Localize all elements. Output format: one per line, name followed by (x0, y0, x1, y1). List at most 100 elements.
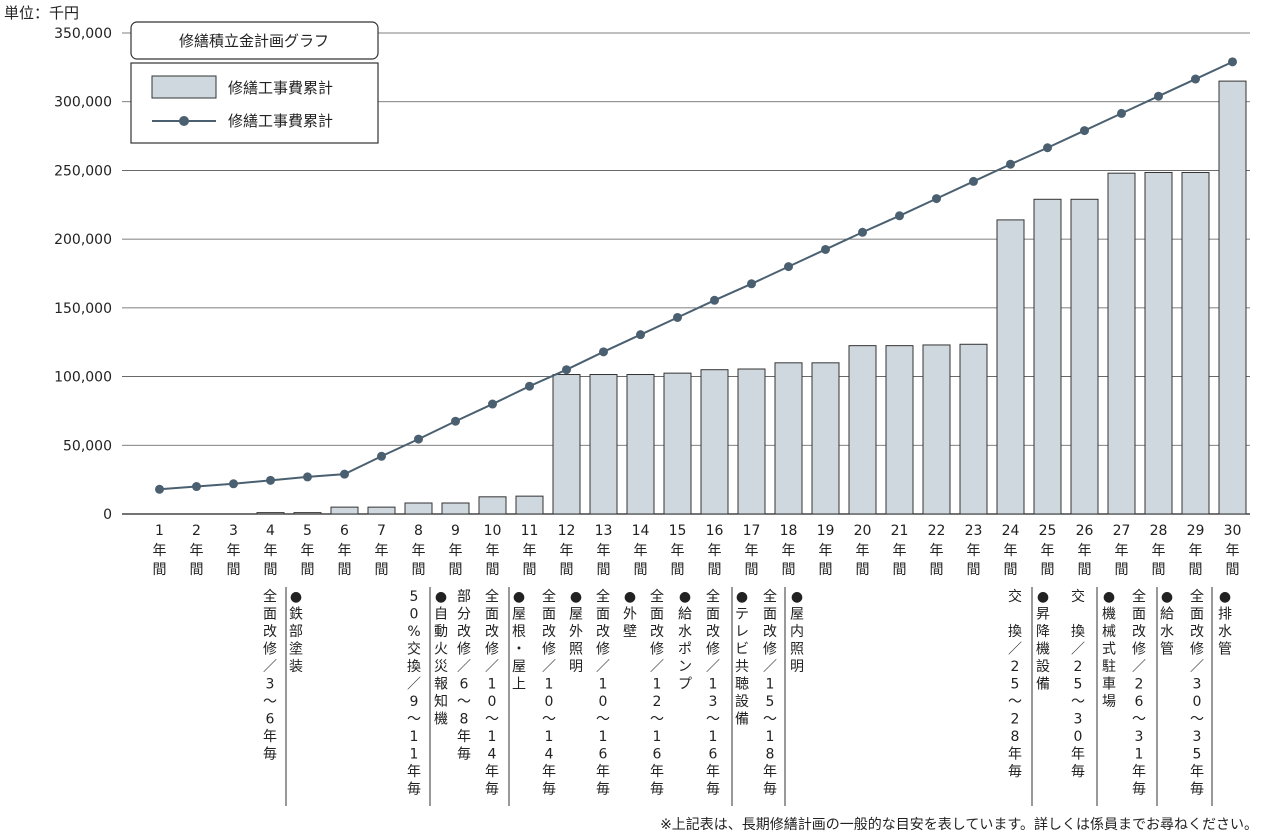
annotation-char: 壁 (623, 624, 637, 640)
annotation-char: 備 (735, 712, 749, 728)
x-tick-label: 間 (560, 562, 574, 578)
annotation-char: 降 (1036, 624, 1050, 640)
bar (737, 368, 766, 515)
annotation-char: 備 (1036, 677, 1050, 693)
x-tick-label: 間 (967, 562, 981, 578)
annotation-char: ● (624, 589, 636, 605)
annotation-char: 年 (706, 764, 720, 780)
annotation-char: 〜 (650, 712, 664, 728)
y-tick-label: 0 (103, 507, 112, 523)
x-tick-label: 間 (1078, 562, 1092, 578)
annotation-char: 0 (1074, 729, 1083, 745)
x-tick-label: 間 (1041, 562, 1055, 578)
legend-line-marker (179, 116, 189, 126)
annotation-char: ・ (512, 642, 526, 658)
annotation-char: 毎 (1071, 764, 1085, 780)
annotation-char: 毎 (542, 782, 556, 798)
annotation-char: 0 (545, 694, 554, 710)
annotation-char: 年 (1071, 747, 1085, 763)
annotation-char: 〜 (596, 712, 610, 728)
annotation-char: 〜 (706, 712, 720, 728)
annotation-char: 改 (485, 624, 499, 640)
annotation-char: 年 (650, 764, 664, 780)
x-tick-label: 7 (377, 523, 386, 539)
bar (1144, 171, 1173, 515)
x-tick-label: 年 (1152, 543, 1166, 559)
annotation-char: 屋 (512, 607, 526, 623)
annotation-char: 3 (1135, 729, 1144, 745)
legend-line-label: 修繕工事費累計 (228, 112, 333, 130)
chart-legend: 修繕積立金計画グラフ 修繕工事費累計 修繕工事費累計 (130, 21, 379, 144)
annotation-char: 1 (766, 677, 775, 693)
line-point (969, 176, 978, 186)
annotation-char: 面 (1132, 607, 1146, 623)
annotation-char: 5 (766, 694, 775, 710)
annotation-char (1008, 607, 1022, 623)
y-tick-label: 100,000 (54, 370, 112, 386)
annotation-char: 屋 (512, 659, 526, 675)
annotation-char: 排 (1218, 607, 1232, 623)
bar (330, 506, 359, 515)
x-tick-label: 間 (1004, 562, 1018, 578)
bar (515, 495, 544, 515)
annotation-char: 駐 (1102, 659, 1116, 675)
legend-bar-label: 修繕工事費累計 (228, 79, 333, 97)
annotation-char: 面 (650, 607, 664, 623)
x-tick-label: 年 (486, 543, 500, 559)
y-tick-label: 150,000 (54, 301, 112, 317)
annotation-char: 修 (263, 642, 277, 658)
chart-title-box (130, 21, 379, 60)
annotation-char: % (407, 624, 420, 640)
annotation-char: 改 (706, 624, 720, 640)
annotation-char: 5 (1193, 747, 1202, 763)
annotation-char: 機 (434, 712, 448, 728)
bar (959, 343, 988, 515)
annotation-char: 1 (709, 729, 718, 745)
line-point (562, 365, 571, 375)
annotation-char: 機 (1102, 607, 1116, 623)
bar (996, 219, 1025, 515)
annotation-char: 全 (706, 588, 720, 605)
annotation-char: 全 (263, 588, 277, 605)
x-tick-label: 間 (1152, 562, 1166, 578)
annotation-char: ビ (735, 642, 749, 658)
annotation-char: 聴 (735, 677, 749, 693)
line-point (673, 312, 682, 322)
x-tick-label: 年 (967, 543, 981, 559)
annotation-char: ● (513, 589, 525, 605)
x-tick-label: 年 (153, 543, 167, 559)
annotation-char: ● (1219, 589, 1231, 605)
annotation-char: 6 (266, 712, 275, 728)
annotation-char: 1 (488, 677, 497, 693)
x-tick-label: 間 (190, 562, 204, 578)
x-tick-label: 17 (743, 523, 761, 539)
line-point (747, 279, 756, 289)
bar (626, 374, 655, 515)
annotation-char: 8 (1011, 729, 1020, 745)
annotation-char: 修 (457, 642, 471, 658)
annotation-char: 知 (434, 693, 448, 710)
annotation-char: 屋 (569, 607, 583, 623)
x-tick-label: 年 (1189, 543, 1203, 559)
bar (478, 496, 507, 515)
bar (885, 345, 914, 515)
line-point (895, 211, 904, 221)
annotation-char: 6 (1135, 694, 1144, 710)
annotation-char: 2 (1011, 659, 1020, 675)
annotation-char: 水 (678, 624, 692, 640)
y-tick-label: 200,000 (54, 232, 112, 248)
x-tick-label: 30 (1224, 523, 1242, 539)
annotation-char: 照 (790, 642, 804, 658)
x-tick-label: 28 (1150, 523, 1168, 539)
x-tick-label: 間 (782, 562, 796, 578)
annotation-char: ● (1161, 589, 1173, 605)
annotation-char: 水 (1160, 624, 1174, 640)
annotation-char: 上 (512, 677, 526, 693)
annotation-char: 年 (457, 729, 471, 745)
bar (774, 362, 803, 515)
x-tick-label: 4 (266, 523, 275, 539)
x-tick-label: 29 (1187, 523, 1205, 539)
annotation-char: 年 (1008, 747, 1022, 763)
bar (256, 512, 285, 515)
annotation-char: 修 (1190, 642, 1204, 658)
